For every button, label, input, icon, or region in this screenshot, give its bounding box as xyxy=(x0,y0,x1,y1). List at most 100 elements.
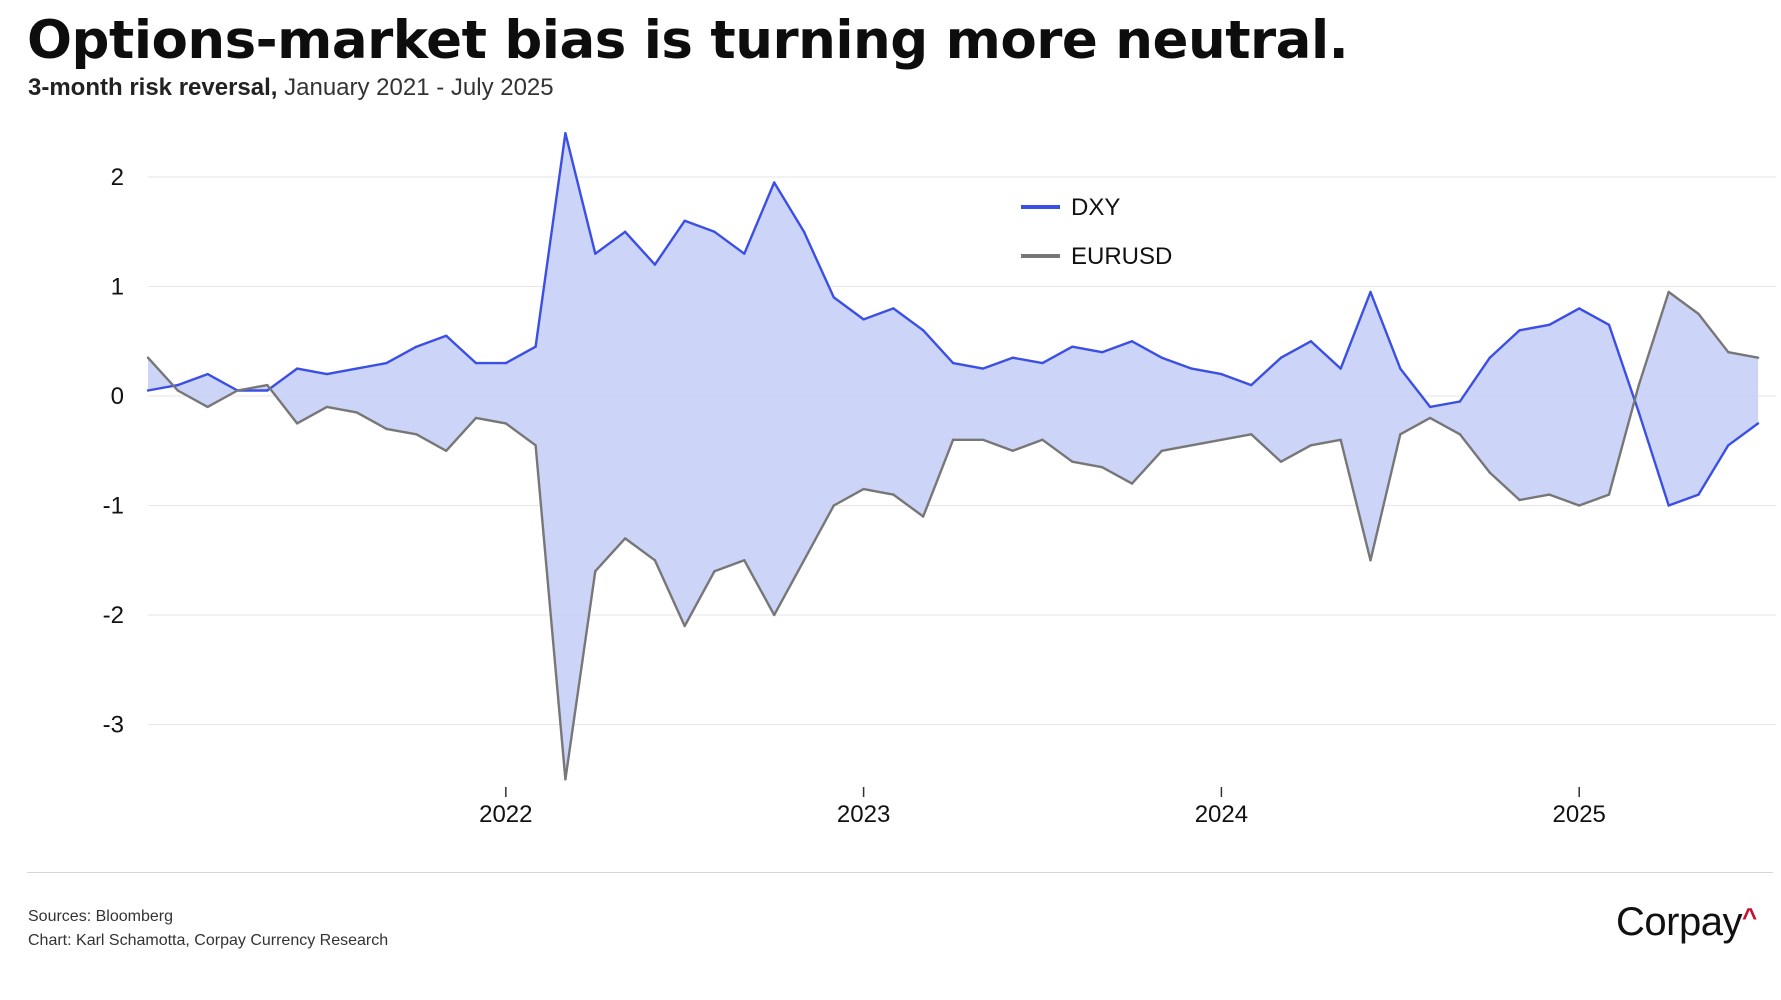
eurusd-point xyxy=(951,438,955,441)
eurusd-point xyxy=(146,356,150,359)
dxy-point xyxy=(1220,372,1223,376)
dxy-point xyxy=(1727,444,1730,447)
dxy-point xyxy=(1399,367,1402,370)
eurusd-point xyxy=(445,449,448,452)
eurusd-point xyxy=(206,405,209,409)
footer-sources: Sources: Bloomberg Chart: Karl Schamotta… xyxy=(28,905,388,953)
eurusd-point xyxy=(743,559,746,562)
dxy-point xyxy=(1369,290,1372,294)
eurusd-point xyxy=(1250,433,1253,436)
eurusd-point xyxy=(266,383,269,387)
eurusd-point xyxy=(176,389,179,392)
dxy-point xyxy=(623,230,627,233)
dxy-point xyxy=(1160,356,1164,359)
dxy-point xyxy=(1190,367,1193,370)
dxy-point xyxy=(1548,323,1551,326)
dxy-point xyxy=(683,219,686,222)
dxy-point xyxy=(1697,493,1700,496)
eurusd-point xyxy=(325,405,329,409)
dxy-point xyxy=(832,296,835,299)
dxy-point xyxy=(295,367,299,370)
eurusd-point xyxy=(1697,312,1700,316)
eurusd-point xyxy=(1756,356,1760,359)
eurusd-point xyxy=(922,515,925,518)
eurusd-point xyxy=(1727,351,1730,354)
subtitle-rest: January 2021 - July 2025 xyxy=(277,74,554,101)
eurusd-point xyxy=(1100,466,1104,469)
dxy-point xyxy=(1637,411,1641,414)
eurusd-point xyxy=(1011,449,1014,452)
eurusd-point xyxy=(1399,433,1402,436)
dxy-point xyxy=(534,345,537,348)
eurusd-point xyxy=(713,570,716,573)
x-tick-label: 2023 xyxy=(837,801,890,828)
eurusd-point xyxy=(892,493,895,496)
sources-line: Sources: Bloomberg xyxy=(28,908,173,925)
eurusd-point xyxy=(623,537,627,540)
dxy-point xyxy=(653,263,657,266)
y-tick-label: 1 xyxy=(111,274,124,301)
dxy-point xyxy=(415,345,418,348)
shaded-band xyxy=(148,133,1759,780)
eurusd-point xyxy=(1607,493,1611,496)
dxy-point xyxy=(1428,405,1432,409)
risk-reversal-chart: 2 1 0 -1 -2 -3 2022 2023 2024 2025 DXY EURUSD xyxy=(103,131,1776,828)
fill-layer xyxy=(148,133,1759,780)
chart-title: Options-market bias is turning more neut… xyxy=(27,10,1349,71)
dxy-point xyxy=(266,389,269,392)
credit-line: Chart: Karl Schamotta, Corpay Currency R… xyxy=(28,932,389,949)
eurusd-point xyxy=(1220,438,1223,441)
eurusd-point xyxy=(1160,449,1164,452)
eurusd-point xyxy=(594,570,597,573)
eurusd-point xyxy=(236,389,239,392)
dxy-point xyxy=(594,252,597,255)
eurusd-point xyxy=(295,422,299,425)
eurusd-point xyxy=(802,559,806,562)
eurusd-point xyxy=(1667,290,1670,294)
axis-layer: 2 1 0 -1 -2 -3 2022 2023 2024 2025 xyxy=(103,164,1606,828)
x-tick-label: 2025 xyxy=(1553,801,1606,828)
dxy-point xyxy=(1607,323,1611,326)
dxy-point xyxy=(743,252,746,255)
dxy-point xyxy=(1071,345,1074,348)
dxy-point xyxy=(892,307,895,310)
dxy-point xyxy=(146,389,150,392)
eurusd-point xyxy=(1548,493,1551,496)
dxy-point xyxy=(1488,356,1492,359)
dxy-point xyxy=(445,334,448,337)
dxy-point xyxy=(1578,307,1581,310)
eurusd-point xyxy=(981,438,985,441)
eurusd-point xyxy=(385,427,388,431)
dxy-point xyxy=(922,329,925,332)
dxy-point xyxy=(713,230,716,233)
dxy-point xyxy=(802,230,806,233)
eurusd-point xyxy=(832,504,835,507)
eurusd-point xyxy=(1428,416,1432,420)
dxy-point xyxy=(206,372,209,376)
dxy-point xyxy=(1309,340,1313,343)
eurusd-point xyxy=(1369,559,1372,562)
eurusd-point xyxy=(1458,433,1462,436)
dxy-point xyxy=(1756,422,1760,425)
eurusd-point xyxy=(1339,438,1342,441)
y-tick-label: -3 xyxy=(103,712,124,739)
series-layer xyxy=(146,131,1760,781)
dxy-point xyxy=(1458,400,1462,403)
eurusd-point xyxy=(683,624,686,628)
eurusd-point xyxy=(1578,504,1581,507)
eurusd-point xyxy=(1130,482,1134,485)
dxy-point xyxy=(862,318,865,321)
logo-caret-icon: ^ xyxy=(1741,902,1757,932)
subtitle-bold: 3-month risk reversal, xyxy=(28,74,278,101)
eurusd-point xyxy=(1071,460,1074,463)
eurusd-point xyxy=(862,487,865,491)
dxy-point xyxy=(385,361,388,365)
eurusd-point xyxy=(534,444,537,447)
dxy-point xyxy=(564,132,567,135)
eurusd-point xyxy=(1309,444,1313,447)
dxy-point xyxy=(951,361,955,365)
chart-subtitle: 3-month risk reversal, January 2021 - Ju… xyxy=(28,74,554,102)
eurusd-point xyxy=(1488,471,1492,474)
corpay-logo: Corpay^ xyxy=(1616,900,1757,945)
dxy-point xyxy=(1250,383,1253,387)
